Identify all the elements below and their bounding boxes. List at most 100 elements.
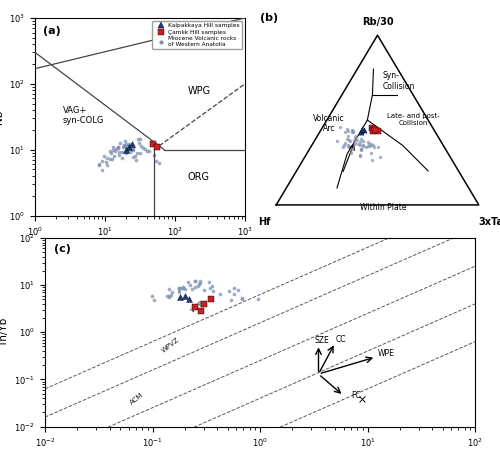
Y-axis label: Nb: Nb <box>0 110 4 124</box>
Text: CC: CC <box>336 335 346 344</box>
Point <box>120 137 128 145</box>
Point <box>148 141 156 148</box>
Point <box>336 123 344 130</box>
Point <box>180 285 188 292</box>
Point <box>357 146 365 154</box>
Point <box>184 279 192 286</box>
Point <box>166 285 173 292</box>
Point <box>192 303 200 310</box>
Point <box>104 154 112 162</box>
Point <box>356 153 364 160</box>
Point <box>346 138 354 145</box>
Point <box>124 143 132 150</box>
Point <box>344 141 352 148</box>
Point <box>124 141 132 149</box>
Point <box>359 137 367 144</box>
Point <box>125 143 133 150</box>
Point <box>150 296 158 304</box>
Point <box>124 143 132 150</box>
Point <box>102 161 110 168</box>
Point <box>356 141 364 149</box>
Point <box>200 287 208 294</box>
Point <box>347 150 355 157</box>
Point <box>136 150 143 157</box>
Point <box>227 296 235 304</box>
Point <box>108 143 116 150</box>
Point <box>175 285 183 292</box>
Text: (c): (c) <box>54 244 70 254</box>
Point <box>164 292 172 299</box>
Point <box>358 126 366 133</box>
Point <box>370 127 378 134</box>
Point <box>168 288 175 295</box>
Legend: Kalpakkaya Hill samples, Çamlık Hill samples, Miocene Volcanic rocks
of Western : Kalpakkaya Hill samples, Çamlık Hill sam… <box>152 21 242 49</box>
Point <box>128 143 136 150</box>
Point <box>359 142 367 149</box>
Point <box>153 143 161 150</box>
Point <box>370 143 378 150</box>
Point <box>368 140 376 147</box>
Text: 3xTa: 3xTa <box>478 217 500 227</box>
Point <box>238 295 246 303</box>
Point <box>196 308 204 315</box>
Point <box>106 147 114 154</box>
Point <box>356 138 364 145</box>
Point <box>362 143 370 150</box>
Point <box>165 292 173 299</box>
Text: SZE: SZE <box>314 336 329 345</box>
Point <box>342 126 350 133</box>
Point <box>137 142 145 149</box>
Point <box>167 292 175 299</box>
Point <box>134 136 142 143</box>
Point <box>120 144 128 151</box>
Point <box>130 154 138 161</box>
Point <box>196 280 204 287</box>
Point <box>144 147 152 154</box>
Point <box>180 284 188 291</box>
Point <box>180 284 188 291</box>
Point <box>357 145 365 153</box>
Point <box>344 128 352 135</box>
Point <box>128 141 136 148</box>
Point <box>115 152 123 159</box>
Point <box>176 286 184 293</box>
Point <box>116 139 124 146</box>
Point <box>370 128 378 135</box>
Point <box>353 136 361 144</box>
Point <box>364 142 372 150</box>
Point <box>334 137 342 145</box>
Point <box>354 141 362 148</box>
Text: WPVZ: WPVZ <box>161 337 181 354</box>
Point <box>114 144 122 151</box>
Point <box>120 142 128 150</box>
Point <box>374 143 382 150</box>
X-axis label: Y: Y <box>137 243 143 253</box>
Point <box>130 147 138 154</box>
Point <box>122 143 130 150</box>
Point <box>106 150 114 157</box>
Point <box>338 143 346 150</box>
Point <box>114 144 122 151</box>
Point <box>188 286 196 293</box>
Point <box>364 138 372 145</box>
Point <box>129 145 137 153</box>
Point <box>141 145 149 152</box>
Point <box>95 160 103 167</box>
Text: Hf: Hf <box>258 217 270 227</box>
Point <box>234 286 242 293</box>
Text: ORG: ORG <box>188 172 210 182</box>
Point <box>358 143 366 150</box>
Point <box>108 156 116 163</box>
Point <box>348 129 356 136</box>
Text: VAG+
syn-COLG: VAG+ syn-COLG <box>63 106 104 125</box>
Point <box>134 139 142 146</box>
Point <box>98 157 106 164</box>
Point <box>200 300 208 308</box>
Point <box>348 129 356 136</box>
Point <box>346 136 354 143</box>
Point <box>122 141 130 148</box>
Point <box>368 156 376 163</box>
Point <box>136 135 144 142</box>
Point <box>124 146 132 154</box>
Point <box>164 293 172 300</box>
